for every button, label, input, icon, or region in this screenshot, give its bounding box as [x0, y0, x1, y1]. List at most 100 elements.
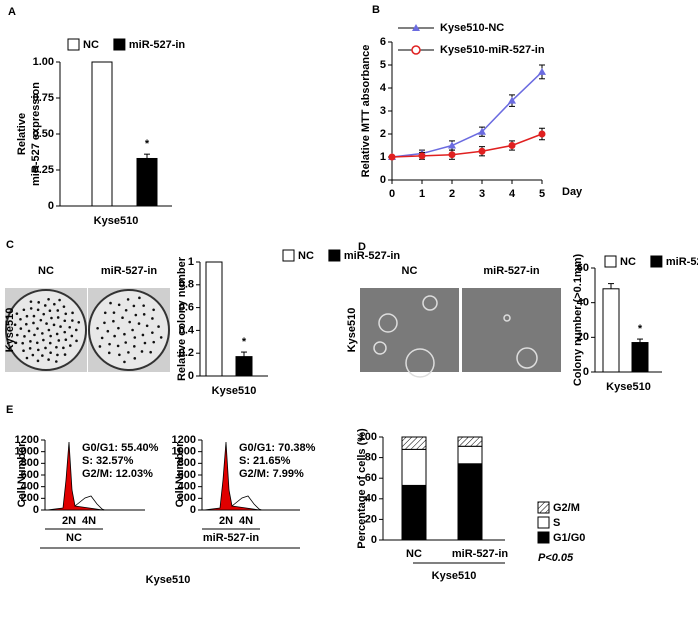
colony	[36, 359, 40, 363]
legend-label: G2/M	[553, 502, 580, 514]
panel-label: C	[6, 239, 14, 251]
phase-stat: G2/M: 12.03%	[82, 468, 153, 480]
y-tick-label: 0.6	[179, 302, 194, 314]
legend-swatch	[537, 501, 550, 514]
colony	[31, 353, 35, 357]
legend-label: S	[553, 517, 560, 529]
y-tick-label: 0	[188, 370, 194, 382]
legend-swatch	[537, 516, 550, 529]
colony	[45, 322, 48, 325]
colony	[138, 296, 141, 300]
colony	[29, 307, 33, 310]
colony	[131, 328, 134, 332]
colony	[116, 344, 120, 348]
histogram-shape	[74, 495, 105, 511]
colony	[62, 305, 66, 308]
colony	[123, 360, 126, 364]
y-tick-label: 200	[21, 492, 39, 504]
legend-marker	[411, 45, 421, 55]
image-label: miR-527-in	[101, 265, 158, 277]
phase-stat: G2/M: 7.99%	[239, 468, 304, 480]
y-tick-label: 1000	[172, 446, 196, 458]
y-tick-label: 1000	[15, 446, 39, 458]
legend-swatch	[113, 38, 126, 51]
colony	[133, 345, 136, 348]
colony	[37, 301, 40, 304]
colony	[142, 313, 146, 316]
y-tick-label: 40	[365, 493, 377, 505]
colony	[98, 345, 102, 348]
x-tick-label: Kyse510	[212, 385, 257, 397]
colony	[128, 320, 131, 324]
marker	[508, 96, 516, 104]
y-tick-label: 0.25	[33, 164, 54, 176]
series-line	[391, 133, 543, 158]
image-label: NC	[402, 265, 418, 277]
legend-label: Kyse510-NC	[440, 22, 504, 34]
colony	[107, 351, 111, 355]
y-tick-label: 1200	[15, 434, 39, 446]
y-tick-label: 20	[577, 331, 589, 343]
colony	[64, 338, 68, 342]
colony	[44, 346, 47, 350]
y-tick-label: 40	[577, 297, 589, 309]
phase-stat: S: 21.65%	[239, 455, 291, 467]
y-tick-label: 0	[33, 504, 39, 516]
legend-label: NC	[620, 256, 636, 268]
y-tick-label: 1	[188, 256, 194, 268]
colony	[68, 325, 72, 329]
y-tick-label: 80	[365, 452, 377, 464]
y-tick-label: 0.2	[179, 347, 194, 359]
legend-marker	[412, 24, 420, 31]
x-tick-label: 0	[389, 188, 395, 200]
colony	[516, 347, 538, 369]
marker	[478, 147, 486, 155]
colony	[53, 302, 56, 306]
colony	[142, 304, 145, 307]
marker	[388, 153, 396, 161]
colony	[141, 333, 145, 337]
colony	[64, 312, 68, 316]
colony	[113, 334, 116, 338]
colony	[47, 297, 50, 301]
dish	[88, 289, 170, 371]
phase-stat: G0/G1: 55.40%	[82, 442, 159, 454]
bar	[91, 61, 113, 207]
colony	[48, 341, 52, 345]
legend-swatch	[537, 531, 550, 544]
y-tick-label: 0	[583, 366, 589, 378]
legend-swatch	[328, 249, 341, 262]
colony	[112, 319, 115, 323]
colony	[56, 353, 59, 357]
colony	[109, 301, 112, 305]
sample-label: NC	[66, 532, 82, 544]
phase-stat: S: 32.57%	[82, 455, 134, 467]
colony	[42, 312, 46, 316]
colony	[108, 342, 111, 346]
y-tick-label: 3	[380, 105, 386, 117]
y-tick-label: 0.50	[33, 128, 54, 140]
colony	[123, 332, 126, 336]
colony	[151, 317, 154, 320]
colony	[124, 308, 128, 312]
colony	[49, 351, 52, 355]
x-tick-label: 2N	[62, 515, 76, 527]
colony	[70, 334, 74, 338]
y-tick-label: 600	[21, 469, 39, 481]
legend-label: G1/G0	[553, 532, 585, 544]
panel-label: E	[6, 404, 13, 416]
bar-segment	[401, 436, 427, 450]
colony	[96, 326, 99, 330]
x-tick-label: Kyse510	[94, 215, 139, 227]
colony	[71, 311, 74, 315]
colony	[48, 309, 52, 312]
x-axis-label: Day	[562, 186, 583, 198]
legend-swatch	[67, 38, 80, 51]
x-tick-label: 4N	[239, 515, 253, 527]
colony	[133, 336, 137, 339]
y-tick-label: 6	[380, 36, 386, 48]
y-axis-label: miR-527 expression	[30, 82, 42, 186]
colony	[75, 339, 78, 343]
marker	[538, 130, 546, 138]
